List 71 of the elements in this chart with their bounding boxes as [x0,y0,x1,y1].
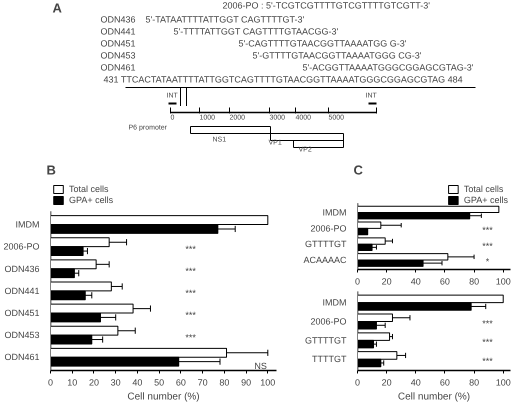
x-axis-title: Cell number (%) [398,392,470,402]
y-tick-label: 2006-PO [310,223,347,234]
y-tick-label: IMDM [322,208,347,218]
x-tick-label: 0 [354,378,360,388]
legend-label: GPA+ cells [464,195,508,205]
x-tick-label: 20 [382,276,392,286]
y-tick-label: ODN436 [4,264,40,274]
chart-title: B [46,162,56,178]
x-tick-label: 20 [382,378,392,388]
text: 431 TTCACTATAATTTTATTGGTCAGTTTTGTAACGGTTAAAATGGGCGGAGCGTAG 484 [104,74,463,84]
x-tick-label: 60 [440,378,450,388]
x-tick-label: 40 [132,378,142,388]
x-tick-label: 80 [469,378,480,388]
x-tick-label: 0 [48,378,54,388]
text: 5'-CAGTTTTGTAACGGTTAAAATGG G-3' [238,38,407,48]
y-tick-label: TTTTGT [312,354,347,364]
annotation: *** [482,318,494,328]
text: ODN436 [100,14,136,24]
text: ODN453 [100,50,136,60]
x-tick-label: 50 [154,378,164,388]
y-tick-label: ODN441 [4,286,40,296]
text: ODN451 [100,38,136,48]
annotation: *** [482,240,494,251]
x-tick-label: 20 [88,378,99,388]
x-tick-label: 100 [260,378,276,388]
legend-label: Total cells [464,184,504,194]
text: ODN461 [100,62,136,72]
annotation: *** [185,310,196,320]
y-tick-label: ODN461 [4,352,40,362]
y-tick-label: 2006-PO [3,242,40,252]
y-tick-label: GTTTTGT [305,239,347,250]
text: 2006-PO : 5'-TCGTCGTTTTGTCGTTTTGTCGTT-3' [222,0,430,10]
annotation: *** [482,356,494,366]
legend-label: Total cells [69,184,109,194]
annotation: * [486,256,490,267]
y-tick-label: IMDM [322,298,347,308]
x-tick-label: 40 [410,276,421,286]
annotation: *** [482,224,494,235]
annotation: *** [185,288,196,298]
text: A [52,0,62,16]
text: 5'-GTTTTGTAACGGTTAAAATGGG CG-3' [252,50,422,60]
y-tick-label: ODN451 [4,308,40,318]
chart-title: C [354,162,364,178]
text: 5'-TATAATTTTATTGGT CAGTTTTGT-3' [146,14,305,24]
text: 5'-TTTTATTGGT CAGTTTTGTAACGG-3' [174,26,339,36]
x-tick-label: 90 [241,378,252,388]
x-tick-label: 60 [176,378,186,388]
y-tick-label: GTTTTGT [305,335,347,346]
y-tick-label: ODN453 [4,330,40,340]
annotation: *** [185,244,196,254]
y-tick-label: 2006-PO [310,316,347,327]
annotation: NS [254,361,267,372]
x-tick-label: 80 [219,378,230,388]
x-axis-title: Cell number (%) [127,392,200,402]
y-tick-label: ACAAAAC [303,255,347,266]
y-tick-label: IMDM [16,220,40,230]
legend-label: GPA+ cells [69,195,114,205]
x-tick-label: 100 [496,276,511,286]
text: 5'-ACGGTTAAAATGGGCGGAGCGTAG-3' [302,62,474,72]
x-tick-label: 40 [410,378,421,388]
x-tick-label: 30 [110,378,121,388]
x-tick-label: 80 [469,276,480,286]
annotation: *** [482,337,494,348]
x-tick-label: 70 [198,378,208,388]
text: ODN441 [100,26,136,36]
annotation: *** [185,332,196,342]
annotation: *** [185,266,196,276]
x-tick-label: 60 [440,276,450,286]
x-tick-label: 0 [354,276,360,286]
x-tick-label: 10 [67,378,78,388]
x-tick-label: 100 [496,378,511,388]
